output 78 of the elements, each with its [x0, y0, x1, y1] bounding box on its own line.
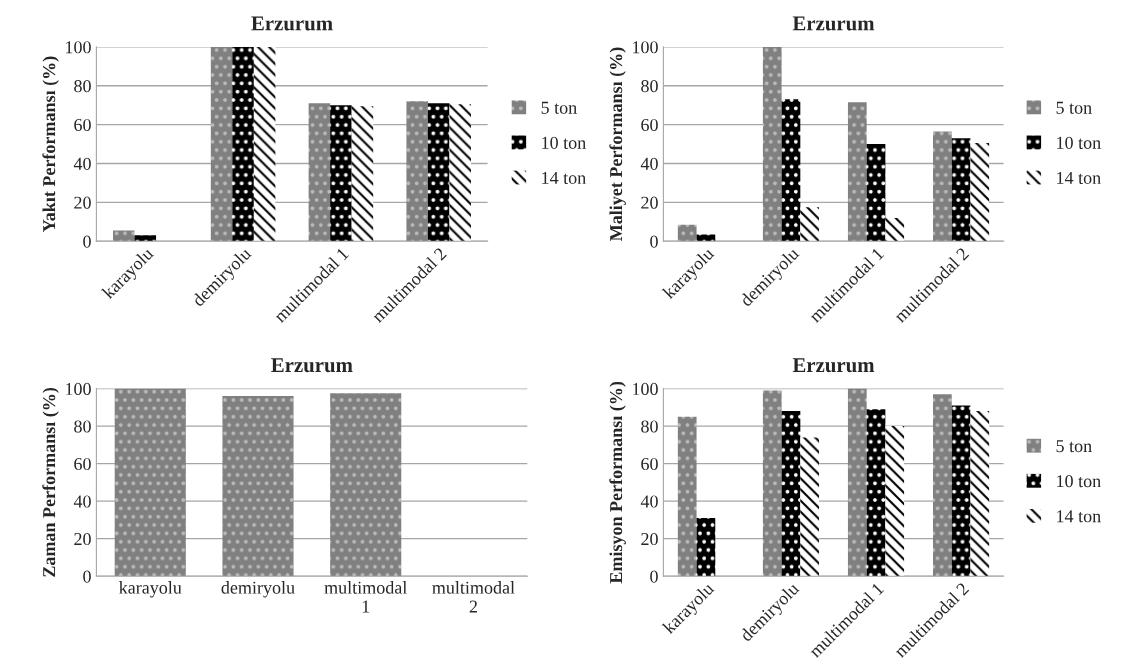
bar: [866, 144, 886, 242]
bar: [866, 409, 886, 577]
x-tick-label: multimodal 1: [324, 581, 407, 613]
y-axis-title: Emisyon Performansı (%): [609, 381, 626, 584]
legend-label: 10 ton: [1057, 136, 1101, 149]
y-tick-label: 60: [74, 457, 91, 471]
bar: [885, 426, 905, 577]
y-tick-label: 80: [641, 80, 658, 93]
y-tick-label: 40: [73, 157, 91, 170]
bar: [210, 46, 233, 242]
bar: [885, 217, 905, 242]
x-tick-label: karayolu: [119, 581, 182, 598]
legend-label: 5 ton: [1056, 440, 1092, 453]
x-tick-label: demiryolu: [221, 581, 295, 598]
chart-title: Erzurum: [271, 358, 353, 373]
bar: [800, 437, 820, 577]
legend-label: 14 ton: [1057, 510, 1101, 523]
bar: [253, 46, 276, 242]
bar: [951, 138, 971, 242]
y-axis-title: Zaman Performansı (%): [42, 387, 59, 577]
legend-label: 10 ton: [1057, 475, 1101, 488]
chart-title: Erzurum: [792, 16, 875, 31]
chart-title: Erzurum: [792, 358, 875, 373]
y-tick-label: 80: [641, 420, 658, 433]
y-tick-label: 40: [640, 157, 658, 170]
y-tick-label: 60: [641, 457, 658, 471]
bar: [847, 388, 867, 577]
bar: [677, 416, 697, 577]
bar: [134, 235, 157, 242]
bar: [970, 411, 990, 577]
y-tick-label: 100: [633, 382, 658, 396]
bar: [951, 405, 971, 577]
bar: [677, 224, 697, 242]
legend-label: 14 ton: [1057, 171, 1101, 184]
y-tick-label: 100: [66, 41, 91, 54]
y-tick-label: 80: [74, 80, 91, 93]
chart-title: Erzurum: [251, 16, 333, 31]
y-tick-label: 80: [74, 420, 91, 433]
bar: [800, 207, 820, 242]
bar: [847, 102, 867, 242]
y-tick-label: 100: [66, 382, 91, 396]
y-tick-label: 20: [74, 532, 91, 546]
bar: [330, 105, 352, 242]
legend-label: 10 ton: [542, 136, 586, 149]
y-tick-label: 0: [83, 570, 91, 583]
y-tick-label: 40: [73, 495, 91, 508]
bar: [449, 104, 471, 242]
y-tick-label: 60: [74, 118, 91, 132]
bar: [762, 390, 782, 577]
bar: [232, 46, 254, 242]
bar: [762, 46, 782, 242]
y-tick-label: 100: [633, 41, 658, 54]
y-tick-label: 0: [83, 235, 91, 248]
legend-label: 5 ton: [1056, 101, 1092, 114]
bar: [308, 103, 331, 242]
bar: [113, 230, 135, 242]
y-tick-label: 20: [641, 532, 658, 546]
bar: [781, 411, 801, 577]
bar: [696, 518, 716, 577]
y-axis-title: Maliyet Performansı (%): [609, 47, 626, 242]
y-axis-title: Yakıt Performansı (%): [42, 56, 59, 232]
legend-label: 14 ton: [542, 171, 586, 184]
y-tick-label: 0: [650, 235, 658, 248]
y-tick-label: 0: [650, 570, 658, 583]
bar: [406, 101, 428, 242]
bar: [781, 99, 801, 242]
bar: [696, 234, 716, 242]
y-tick-label: 60: [641, 118, 658, 132]
bar: [933, 131, 952, 242]
x-tick-label: multimodal 2: [432, 581, 515, 613]
y-tick-label: 40: [640, 495, 658, 508]
bar: [933, 394, 952, 577]
bar: [351, 106, 374, 242]
legend-label: 5 ton: [541, 101, 577, 114]
y-tick-label: 20: [74, 196, 91, 209]
bar: [970, 143, 990, 242]
bar: [427, 103, 450, 242]
y-tick-label: 20: [641, 196, 658, 209]
